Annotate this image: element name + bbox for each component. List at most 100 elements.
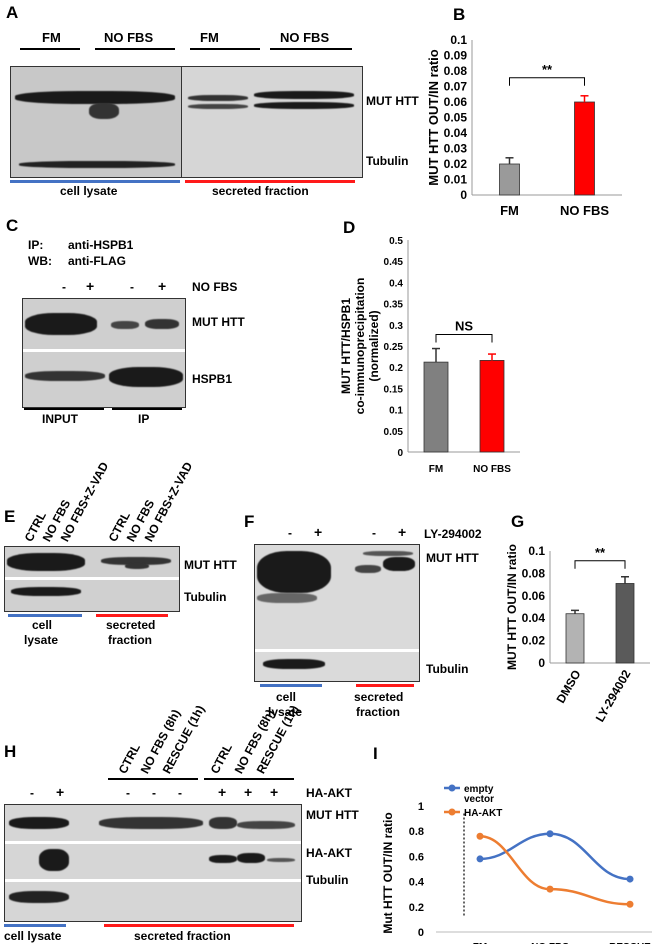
fraction-label-lysate-1: cell <box>32 618 53 632</box>
treatment-label-c: NO FBS <box>192 280 238 294</box>
y-axis-label: Mut HTT OUT/IN ratio <box>381 812 395 933</box>
fraction-bar-lysate <box>260 684 322 687</box>
x-tick-label: FM <box>500 203 519 218</box>
fraction-label-secreted: secreted fraction <box>212 184 309 198</box>
significance-bracket <box>435 334 493 343</box>
y-tick-label: 0 <box>418 927 424 939</box>
panel-g-label: G <box>511 512 525 531</box>
y-tick-label: 0.05 <box>384 427 404 438</box>
significance-label: ** <box>595 545 606 560</box>
band-label-tubulin: Tubulin <box>184 590 227 604</box>
band-label-mut-htt: MUT HTT <box>426 551 479 565</box>
y-tick-label: 0.1 <box>528 544 545 558</box>
fraction-bar-secreted <box>104 924 294 927</box>
legend-marker <box>448 808 456 816</box>
panel-c-label: C <box>6 216 19 235</box>
band-label-ha-akt: HA-AKT <box>306 846 352 860</box>
wb-antibody: anti-FLAG <box>68 254 126 268</box>
lane-label: CTRL <box>207 741 236 776</box>
sign: - <box>152 786 156 800</box>
sign: - <box>62 280 66 294</box>
fraction-label-secreted-2: fraction <box>108 633 153 647</box>
y-tick-label: 0.06 <box>522 589 546 603</box>
fraction-bar-secreted <box>185 180 355 183</box>
band-label-mut-htt: MUT HTT <box>366 94 419 108</box>
significance-bracket <box>574 560 626 569</box>
panel-a-label: A <box>6 3 19 22</box>
treatment-label-h: HA-AKT <box>306 786 352 800</box>
blot-h <box>4 804 302 922</box>
y-axis-label: MUT HTT OUT/IN ratio <box>426 49 441 186</box>
blot-e <box>4 546 180 612</box>
group-label-fm-1: FM <box>42 30 61 45</box>
fraction-label-secreted: secreted fraction <box>134 929 231 943</box>
band-label-hspb1: HSPB1 <box>192 372 233 386</box>
blot-c <box>22 298 186 408</box>
panel-i-label: I <box>373 744 378 763</box>
fraction-bar-lysate <box>10 180 180 183</box>
data-point <box>626 900 634 908</box>
x-tick-label: FM <box>473 942 487 944</box>
y-axis-label: (normalized) <box>367 310 381 381</box>
data-point <box>476 855 484 863</box>
y-axis-label: MUT HTT OUT/IN ratio <box>505 544 519 670</box>
y-tick-label: 0.8 <box>409 826 424 838</box>
fraction-label-secreted-1: secreted <box>106 618 156 632</box>
y-tick-label: 0.2 <box>409 902 424 914</box>
y-tick-label: 0.02 <box>444 157 468 171</box>
panel-d-label: D <box>343 218 356 237</box>
y-axis-label: MUT HTT/HSPB1 <box>339 298 353 394</box>
bar <box>615 583 635 664</box>
sign: + <box>56 784 65 800</box>
significance-bracket <box>509 77 585 86</box>
x-tick-label: LY-294002 <box>593 667 634 724</box>
significance-label: NS <box>455 319 473 334</box>
series-line <box>479 834 631 906</box>
band-label-mut-htt: MUT HTT <box>192 315 245 329</box>
sign: + <box>218 784 227 800</box>
panel-e-label: E <box>4 507 16 526</box>
x-tick-label: NO FBS <box>531 942 569 944</box>
y-tick-label: 0.04 <box>522 611 546 625</box>
y-tick-label: 0.08 <box>522 566 546 580</box>
sign: - <box>288 526 292 540</box>
data-point <box>476 832 484 840</box>
fraction-bar-lysate <box>4 924 66 927</box>
fraction-label-lysate-1: cell <box>276 690 297 704</box>
y-tick-label: 0.25 <box>384 342 404 353</box>
sign: + <box>158 278 167 294</box>
bar <box>479 360 505 453</box>
x-tick-label: NO FBS <box>473 464 511 475</box>
bar <box>565 613 585 664</box>
sign: - <box>372 526 376 540</box>
legend-label: HA-AKT <box>464 808 502 819</box>
sign: + <box>86 278 95 294</box>
group-bar <box>108 778 198 780</box>
fraction-bar-ip <box>112 408 182 410</box>
sign: + <box>314 524 323 540</box>
y-tick-label: 0.02 <box>522 634 546 648</box>
bar <box>499 163 520 196</box>
y-tick-label: 0.06 <box>444 95 468 109</box>
blot-a-lysate <box>10 66 182 178</box>
y-tick-label: 0 <box>538 656 545 670</box>
y-tick-label: 0.07 <box>444 80 468 94</box>
group-bar <box>20 48 80 50</box>
lane-label: CTRL <box>115 741 144 776</box>
band-label-tubulin: Tubulin <box>306 873 349 887</box>
group-label-fm-2: FM <box>200 30 219 45</box>
x-tick-label: NO FBS <box>560 203 609 218</box>
y-tick-label: 0.3 <box>389 321 403 332</box>
fraction-label-secreted-2: fraction <box>356 705 401 719</box>
sign: - <box>130 280 134 294</box>
y-tick-label: 0.08 <box>444 64 468 78</box>
bar <box>423 361 449 453</box>
band-label-mut-htt: MUT HTT <box>306 808 359 822</box>
fraction-label-input: INPUT <box>42 412 78 426</box>
y-tick-label: 0.1 <box>450 33 467 47</box>
chart-b: 00.01 0.020.03 0.040.05 0.060.07 0.080.09 0.1… <box>426 33 622 218</box>
y-tick-label: 0.35 <box>384 300 404 311</box>
y-tick-label: 0.01 <box>444 173 468 187</box>
y-tick-label: 0.6 <box>409 851 424 863</box>
fraction-label-secreted-1: secreted <box>354 690 404 704</box>
